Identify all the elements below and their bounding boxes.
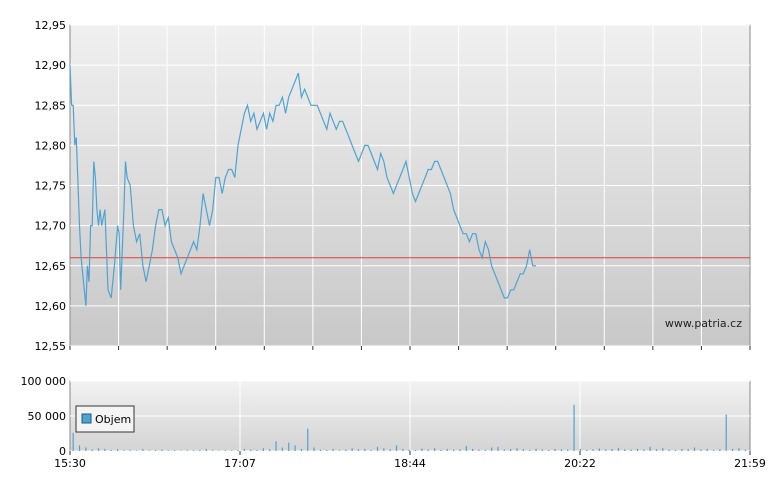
x-tick-label: 17:07: [224, 457, 256, 470]
volume-y-axis: 0 50 000 100 000: [21, 375, 67, 458]
price-y-tick-label: 12,60: [35, 300, 67, 313]
x-tick-label: 21:59: [734, 457, 766, 470]
watermark: www.patria.cz: [665, 317, 742, 330]
price-y-axis: 12,55 12,60 12,65 12,70 12,75 12,80 12,85 12,90…: [35, 19, 67, 353]
legend-swatch: [81, 413, 92, 424]
price-y-tick-label: 12,70: [35, 220, 67, 233]
x-tick-label: 18:44: [394, 457, 426, 470]
price-y-tick-label: 12,80: [35, 139, 67, 152]
price-y-tick-label: 12,75: [35, 180, 67, 193]
time-x-axis: 15:30 17:07 18:44 20:22 21:59: [54, 346, 766, 470]
volume-legend: Objem: [75, 405, 135, 433]
price-y-tick-label: 12,55: [35, 340, 67, 353]
volume-y-tick-label: 50 000: [28, 410, 67, 423]
volume-bars: [72, 404, 746, 451]
price-series-line: [69, 65, 536, 306]
price-y-tick-label: 12,65: [35, 260, 67, 273]
volume-y-tick-label: 100 000: [21, 375, 67, 388]
legend-label: Objem: [95, 413, 131, 426]
price-y-tick-label: 12,95: [35, 19, 67, 32]
price-y-tick-label: 12,90: [35, 59, 67, 72]
volume-y-tick-label: 0: [59, 445, 66, 458]
x-tick-label: 20:22: [564, 457, 596, 470]
x-tick-label: 15:30: [54, 457, 86, 470]
price-y-tick-label: 12,85: [35, 99, 67, 112]
price-grid: [70, 24, 750, 347]
